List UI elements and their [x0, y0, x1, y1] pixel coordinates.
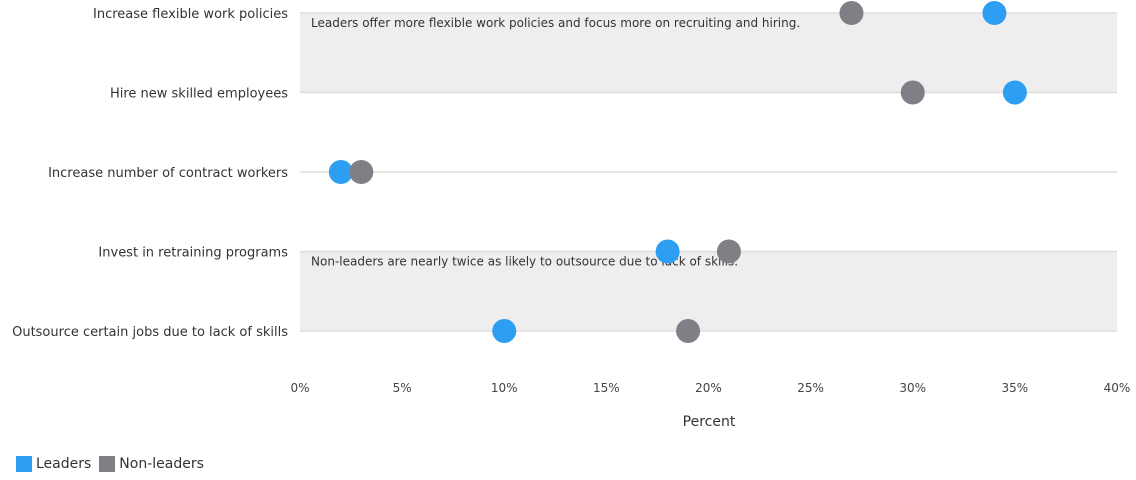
legend-swatch-leaders: [16, 456, 32, 472]
point-leaders[interactable]: [328, 160, 353, 184]
point-non-leaders[interactable]: [676, 319, 701, 343]
legend-swatch-nonleaders: [99, 456, 116, 472]
legend-label-leaders: Leaders: [36, 456, 92, 472]
legend-item-nonleaders[interactable]: Non-leaders: [99, 456, 204, 472]
x-tick-label: 10%: [491, 381, 518, 395]
point-non-leaders[interactable]: [900, 80, 925, 105]
x-axis-title: Percent: [683, 414, 736, 430]
legend: Leaders Non-leaders: [16, 456, 212, 472]
category-label: Invest in retraining programs: [98, 246, 288, 261]
x-tick-label: 15%: [593, 381, 620, 395]
x-tick-label: 5%: [393, 381, 412, 395]
point-non-leaders[interactable]: [716, 239, 741, 264]
dumbbell-chart: Leaders offer more flexible work policie…: [12, 1, 1131, 430]
point-leaders[interactable]: [1002, 80, 1027, 105]
legend-item-leaders[interactable]: Leaders: [16, 456, 91, 472]
x-tick-label: 0%: [290, 381, 309, 395]
highlight-band: [300, 13, 1117, 93]
category-label: Increase number of contract workers: [48, 166, 288, 181]
x-tick-label: 25%: [797, 381, 824, 395]
point-non-leaders[interactable]: [349, 160, 374, 184]
category-label: Increase flexible work policies: [93, 7, 288, 22]
point-leaders[interactable]: [655, 239, 680, 264]
category-label: Outsource certain jobs due to lack of sk…: [12, 325, 288, 340]
x-tick-label: 35%: [1002, 381, 1029, 395]
highlight-band: [300, 251, 1117, 331]
x-tick-label: 20%: [695, 381, 722, 395]
x-tick-label: 30%: [899, 381, 926, 395]
x-tick-label: 40%: [1104, 381, 1131, 395]
category-label: Hire new skilled employees: [110, 87, 288, 102]
point-non-leaders[interactable]: [839, 1, 864, 25]
annotation-text: Non-leaders are nearly twice as likely t…: [311, 255, 738, 269]
legend-label-nonleaders: Non-leaders: [119, 456, 204, 472]
point-leaders[interactable]: [982, 1, 1007, 25]
point-leaders[interactable]: [492, 319, 517, 343]
annotation-text: Leaders offer more flexible work policie…: [311, 16, 800, 30]
